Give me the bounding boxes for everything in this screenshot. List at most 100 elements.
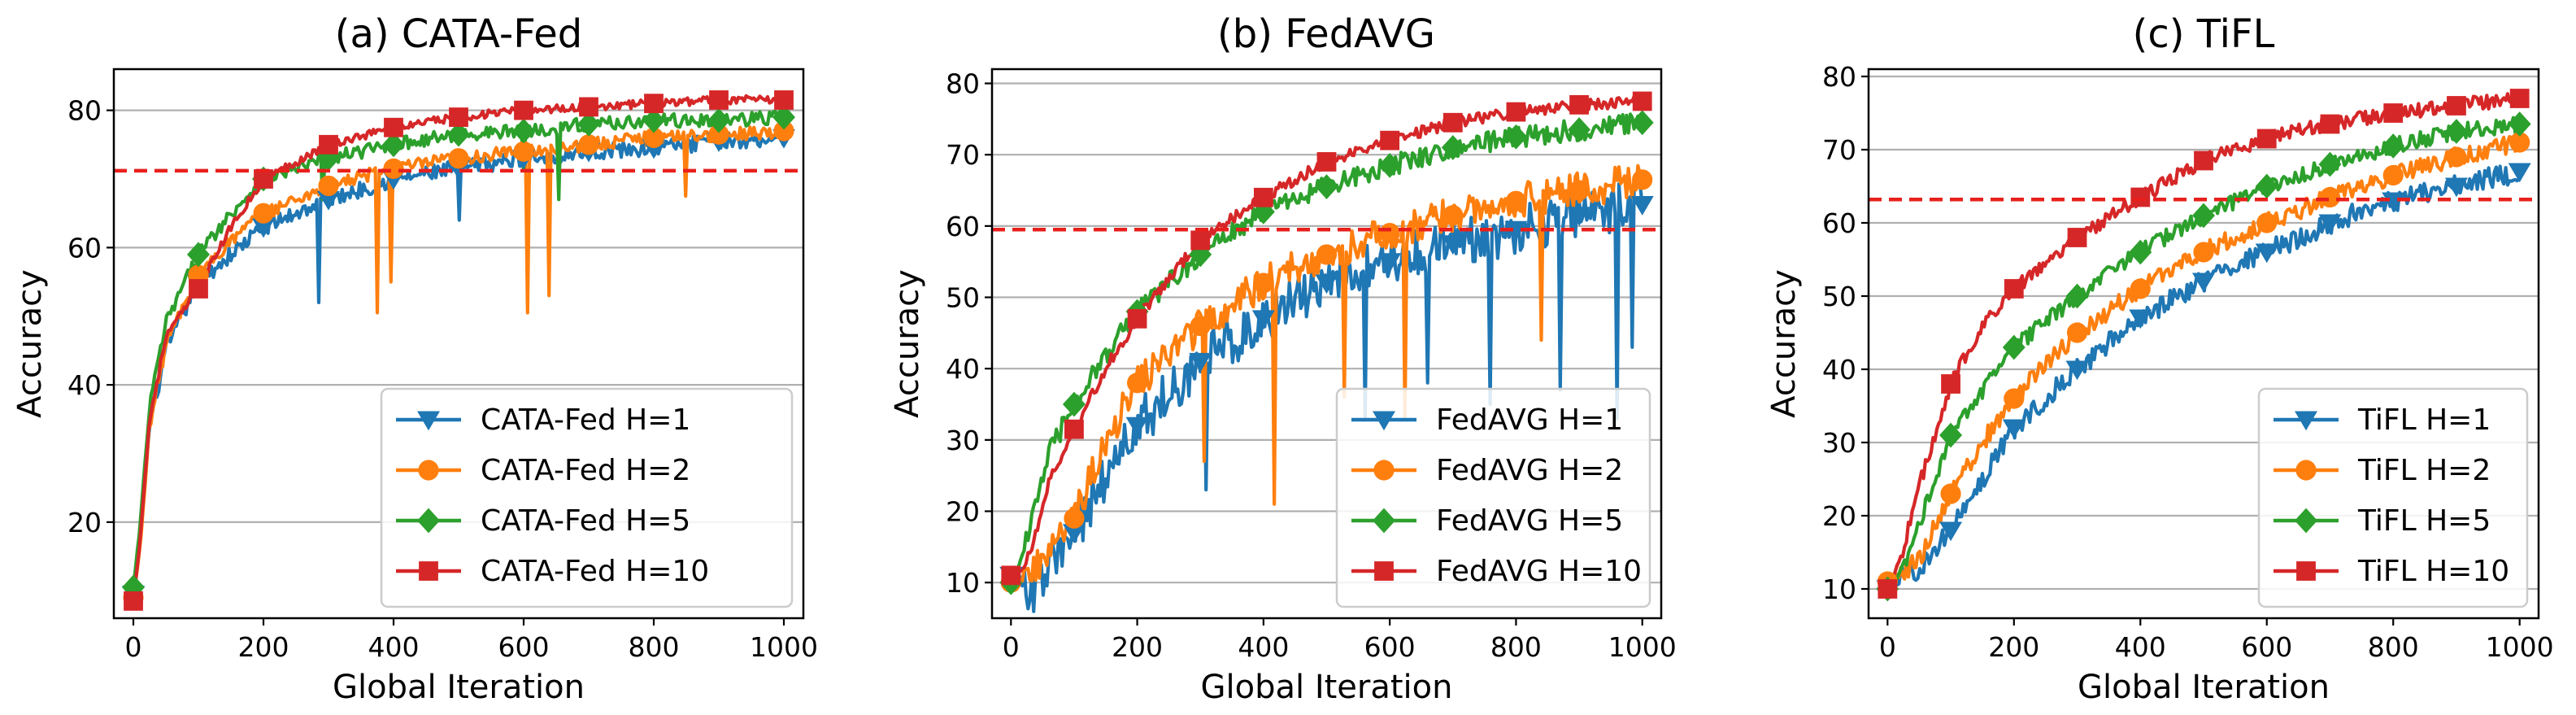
y-axis-label: Accuracy [11,269,49,418]
data-point [1316,152,1337,172]
x-axis-label: Global Iteration [333,669,585,706]
y-tick-label: 20 [1822,500,1856,532]
data-point [1939,422,1963,448]
plot-area [999,91,1654,613]
legend-marker [1373,460,1395,481]
data-point [1940,483,1961,504]
y-axis-label: Accuracy [889,269,926,418]
data-point [1878,579,1898,599]
data-point [384,117,403,137]
y-tick-label: 70 [946,139,980,171]
data-point [2382,133,2405,159]
y-tick-label: 40 [946,353,980,385]
data-point [2508,111,2531,137]
data-point [1939,521,1963,542]
chart-title: (a) CATA-Fed [335,11,582,57]
legend-label: TiFL H=1 [2357,403,2491,437]
legend-label: FedAVG H=10 [1436,555,1642,588]
data-point [1315,274,1338,294]
y-tick-label: 80 [946,68,980,100]
data-point [253,203,274,224]
data-point [2508,163,2531,183]
data-point [1379,223,1400,244]
data-point [2382,164,2404,186]
legend-label: FedAVG H=5 [1436,504,1623,538]
data-point [1126,373,1148,394]
legend-marker [417,508,440,534]
data-point [1001,565,1021,586]
data-point [2509,89,2530,108]
legend-label: TiFL H=5 [2357,504,2491,538]
legend-marker [2295,460,2317,481]
y-tick-label: 80 [1822,61,1856,93]
data-point [1190,230,1211,251]
data-point [254,169,273,189]
x-tick-label: 0 [125,631,142,663]
data-point [707,107,730,133]
y-tick-label: 10 [946,567,980,599]
data-point [1253,187,1273,207]
data-point [2318,151,2342,177]
data-point [772,104,795,130]
legend-marker [418,460,439,481]
legend-marker [1374,561,1394,581]
data-point [644,94,664,114]
data-point [2002,419,2026,439]
data-point [512,118,535,144]
x-tick-label: 400 [368,631,420,663]
data-point [1630,196,1654,216]
data-point [1062,524,1086,544]
data-point [382,132,405,158]
data-point [2192,272,2215,293]
legend-marker [1373,411,1395,431]
legend-label: CATA-Fed H=2 [481,454,690,487]
data-point [1569,94,1589,115]
data-point [579,97,598,117]
data-point [1568,117,1591,142]
y-tick-label: 30 [1822,427,1856,459]
data-point [1253,272,1274,294]
y-tick-label: 60 [946,211,980,242]
data-point [1506,102,1526,122]
data-point [318,175,339,197]
data-point [317,190,340,211]
y-tick-label: 70 [1822,134,1856,166]
data-point [1062,391,1086,417]
data-point [2444,119,2468,144]
y-tick-label: 20 [946,496,980,528]
data-point [1441,135,1464,160]
legend-marker [2296,561,2316,581]
y-tick-label: 50 [946,282,980,314]
y-tick-label: 60 [67,232,102,264]
data-point [2444,177,2468,198]
chart-title: (c) TiFL [2133,11,2275,57]
legend: FedAVG H=1 FedAVG H=2 FedAVG H=5 FedAVG H=1… [1335,387,1651,608]
data-point [2130,187,2151,207]
legend-box [380,387,794,608]
legend-marker [419,561,438,581]
data-point [1504,220,1528,241]
data-point [1251,310,1275,330]
data-point [2002,334,2026,360]
x-tick-label: 0 [1879,631,1896,663]
data-point [708,124,729,145]
series-line-0 [131,131,785,594]
data-point [2194,150,2213,171]
data-point [2066,322,2088,343]
data-point [2193,242,2214,263]
legend: TiFL H=1 TiFL H=2 TiFL H=5 TiFL H=10 [2257,387,2529,608]
data-point [2382,192,2405,212]
data-point [2256,212,2278,233]
data-point [2067,228,2087,247]
data-point [514,100,533,120]
data-point [2509,132,2530,153]
legend-marker [2295,508,2317,534]
legend-marker [1373,508,1395,534]
y-tick-label: 20 [67,507,102,538]
data-point [1378,152,1402,178]
data-point [1568,207,1591,227]
data-point [2255,173,2278,199]
